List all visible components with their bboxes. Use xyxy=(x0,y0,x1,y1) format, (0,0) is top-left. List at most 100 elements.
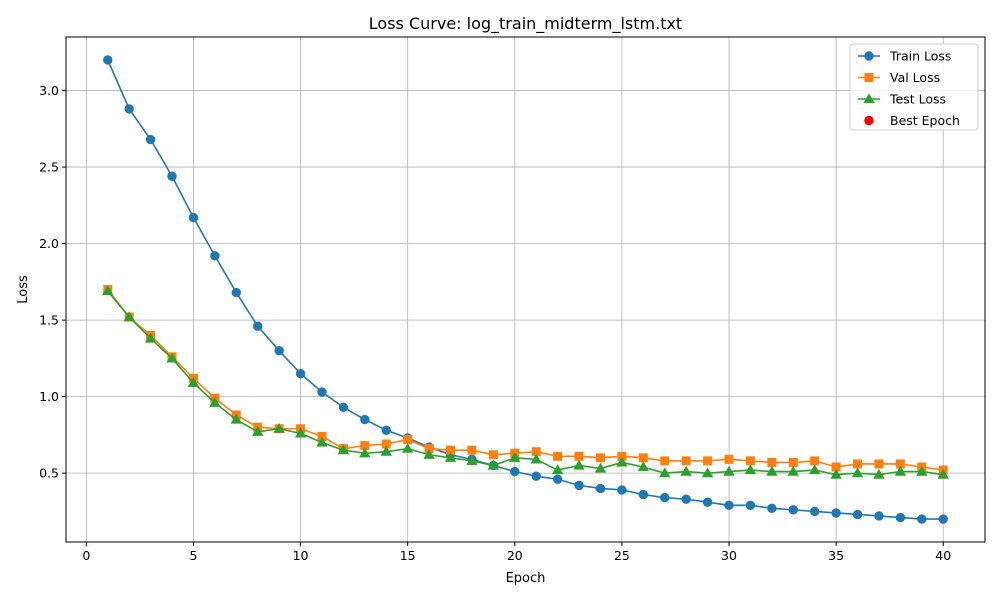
train-loss-point xyxy=(745,500,756,510)
train-loss-point xyxy=(295,368,306,379)
test-loss-point xyxy=(402,442,414,453)
legend-swatch-marker xyxy=(864,115,874,126)
test-loss-point xyxy=(573,459,585,470)
train-loss-point xyxy=(831,508,841,518)
train-loss-point xyxy=(938,514,948,524)
test-loss-series xyxy=(102,285,949,479)
train-loss-point xyxy=(595,483,606,494)
val-loss-point xyxy=(810,456,820,466)
test-loss-point xyxy=(680,465,692,476)
test-loss-point xyxy=(594,462,607,473)
legend-swatch-marker xyxy=(864,51,874,61)
test-loss-point xyxy=(380,445,392,456)
train-loss-point xyxy=(809,506,820,517)
legend-label: Val Loss xyxy=(890,70,940,85)
test-loss-point xyxy=(937,468,949,479)
plot-frame xyxy=(65,36,986,543)
train-loss-point xyxy=(681,494,691,504)
val-loss-point xyxy=(724,454,734,464)
test-loss-point xyxy=(187,377,200,387)
test-loss-point xyxy=(723,465,735,476)
legend: Train Loss Val Loss Test Loss Best Epoch xyxy=(849,43,979,131)
test-loss-point xyxy=(744,464,757,475)
val-loss-point xyxy=(403,434,413,444)
test-loss-point xyxy=(766,465,778,476)
x-tick-label: 35 xyxy=(828,548,844,563)
val-loss-line xyxy=(107,289,944,471)
legend-swatch-marker xyxy=(863,93,875,104)
test-loss-point xyxy=(423,448,435,459)
legend-entry-best-epoch: Best Epoch xyxy=(864,113,960,128)
x-tick-label: 20 xyxy=(507,548,523,563)
series-layer xyxy=(102,55,949,524)
test-loss-point xyxy=(873,468,885,479)
x-tick-label: 30 xyxy=(721,548,737,563)
x-tick-label: 10 xyxy=(293,548,309,563)
val-loss-point xyxy=(853,459,863,469)
test-loss-point xyxy=(851,467,864,478)
val-loss-point xyxy=(788,457,798,467)
y-tick-label: 1.0 xyxy=(39,389,59,404)
val-loss-point xyxy=(467,445,477,455)
y-tick-label: 2.0 xyxy=(39,236,59,251)
test-loss-point xyxy=(273,422,285,433)
test-loss-point xyxy=(916,465,928,476)
train-loss-point xyxy=(724,500,734,510)
val-loss-point xyxy=(553,451,563,461)
train-loss-point xyxy=(210,251,220,261)
legend-entry-val-loss: Val Loss xyxy=(858,70,940,85)
legend-entry-test-loss: Test Loss xyxy=(858,92,946,107)
y-tick-label: 0.5 xyxy=(39,466,59,481)
train-loss-point xyxy=(381,425,391,435)
test-loss-point xyxy=(230,413,242,424)
x-tick-label: 5 xyxy=(189,548,197,563)
train-loss-point xyxy=(895,512,906,523)
train-loss-point xyxy=(531,471,541,481)
test-loss-point xyxy=(551,464,564,475)
train-loss-point xyxy=(274,346,284,356)
test-loss-point xyxy=(166,352,178,363)
train-loss-point xyxy=(767,503,777,514)
legend-label: Test Loss xyxy=(889,92,946,107)
test-loss-point xyxy=(123,311,135,322)
train-loss-point xyxy=(253,321,263,331)
val-loss-point xyxy=(745,456,755,466)
train-loss-point xyxy=(167,171,177,181)
val-loss-point xyxy=(638,453,648,463)
legend-label: Train Loss xyxy=(889,49,951,64)
x-tick-label: 15 xyxy=(400,548,416,563)
x-axis-ticks: 0 5 10 15 20 25 30 35 40 xyxy=(82,542,951,563)
val-loss-point xyxy=(488,450,498,460)
train-loss-point xyxy=(852,509,863,520)
val-loss-point xyxy=(595,453,605,463)
test-loss-point xyxy=(487,459,500,470)
train-loss-point xyxy=(338,402,349,413)
chart-title: Loss Curve: log_train_midterm_lstm.txt xyxy=(369,14,682,34)
test-loss-point xyxy=(616,456,628,467)
train-loss-point xyxy=(660,492,670,503)
y-tick-label: 1.5 xyxy=(39,313,59,328)
test-loss-point xyxy=(252,426,264,436)
x-axis-label: Epoch xyxy=(506,571,546,586)
x-tick-label: 25 xyxy=(614,548,630,563)
train-loss-point xyxy=(103,55,113,65)
y-axis-ticks: 0.5 1.0 1.5 2.0 2.5 3.0 xyxy=(39,83,66,481)
val-loss-point xyxy=(703,456,713,466)
train-loss-point xyxy=(188,212,199,223)
train-loss-point xyxy=(145,134,156,145)
test-loss-point xyxy=(637,461,649,472)
y-tick-label: 2.5 xyxy=(39,160,59,175)
train-loss-point xyxy=(874,511,884,521)
test-loss-point xyxy=(659,467,671,478)
test-loss-point xyxy=(337,444,350,455)
test-loss-point xyxy=(830,468,842,479)
legend-entry-train-loss: Train Loss xyxy=(858,49,951,64)
test-loss-point xyxy=(102,285,114,296)
test-loss-point xyxy=(466,455,478,465)
val-loss-point xyxy=(681,456,691,466)
test-loss-point xyxy=(809,464,821,475)
y-axis-label: Loss xyxy=(16,275,31,304)
train-loss-line xyxy=(107,59,944,520)
